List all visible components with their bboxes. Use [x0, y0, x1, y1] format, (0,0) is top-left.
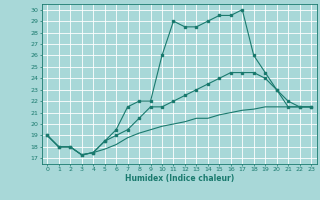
X-axis label: Humidex (Indice chaleur): Humidex (Indice chaleur)	[124, 174, 234, 183]
